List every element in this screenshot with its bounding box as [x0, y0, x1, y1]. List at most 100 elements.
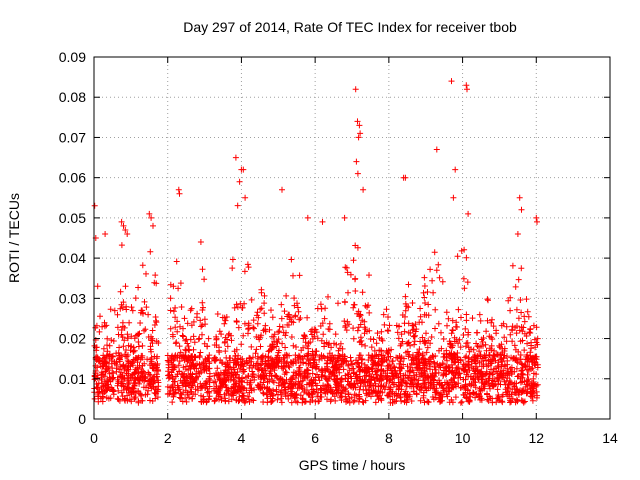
data-point [292, 375, 299, 381]
data-point [352, 288, 359, 294]
data-point [398, 398, 405, 405]
data-point [222, 348, 229, 355]
data-point [405, 396, 411, 403]
y-tick-label: 0.09 [59, 49, 86, 65]
data-point [345, 362, 352, 369]
data-point [345, 289, 351, 296]
y-tick-label: 0.01 [59, 371, 86, 387]
data-point [124, 384, 131, 391]
data-point [259, 367, 266, 374]
data-point [515, 276, 522, 283]
data-point [94, 384, 101, 391]
data-point [296, 367, 303, 373]
data-point [357, 383, 364, 390]
data-point [102, 231, 109, 237]
data-point [306, 357, 313, 364]
data-point [110, 353, 116, 360]
data-point [317, 301, 324, 308]
data-point [268, 307, 274, 314]
data-point [394, 329, 401, 336]
data-point [478, 358, 485, 365]
data-point [190, 333, 197, 340]
data-point [519, 361, 526, 368]
data-point [122, 351, 128, 358]
data-point [195, 336, 202, 343]
data-point [423, 349, 430, 356]
data-point [390, 381, 397, 388]
data-point [254, 366, 261, 373]
grid-lines [94, 57, 610, 419]
data-point [341, 214, 348, 221]
data-point [425, 379, 432, 386]
data-point [184, 389, 191, 396]
data-point [238, 341, 245, 348]
data-point [145, 311, 152, 318]
data-point [217, 357, 224, 364]
data-point [377, 372, 384, 379]
data-point [248, 296, 255, 303]
data-point [443, 309, 450, 316]
data-point [153, 338, 160, 345]
data-point [341, 318, 348, 325]
data-point [149, 327, 156, 334]
data-point [275, 336, 282, 343]
data-point [305, 391, 312, 398]
data-point [519, 337, 526, 344]
data-point [101, 378, 108, 385]
data-point [296, 272, 303, 279]
data-point [483, 328, 490, 335]
data-point [95, 393, 102, 400]
data-point [457, 399, 464, 406]
data-point [91, 395, 98, 402]
data-point [395, 335, 402, 342]
data-point [517, 297, 524, 303]
data-point [479, 386, 486, 393]
data-point [125, 358, 132, 365]
data-point [123, 306, 130, 313]
data-point [333, 341, 340, 348]
data-point [506, 381, 513, 387]
data-point [183, 398, 190, 405]
data-point [474, 355, 481, 362]
data-point [521, 398, 528, 405]
data-point [338, 397, 345, 404]
data-point [444, 322, 450, 329]
data-point [266, 347, 273, 354]
data-point [194, 383, 201, 390]
data-point [231, 304, 238, 311]
data-point [241, 320, 248, 327]
data-point [342, 393, 349, 400]
data-point [420, 359, 427, 366]
data-point [215, 386, 222, 393]
data-point [366, 272, 372, 279]
data-point [131, 382, 138, 389]
data-point [509, 262, 516, 269]
data-point [358, 341, 365, 348]
data-point [378, 328, 385, 335]
data-point [229, 265, 236, 272]
data-point [288, 334, 295, 340]
data-point [240, 166, 247, 173]
data-point [283, 292, 290, 299]
data-point [199, 331, 205, 338]
data-point [418, 384, 425, 391]
data-point [131, 335, 138, 342]
data-point [135, 354, 142, 361]
data-point [486, 333, 493, 340]
data-point [472, 394, 479, 401]
data-point [210, 379, 217, 386]
data-point [301, 333, 308, 340]
data-point [167, 295, 174, 302]
data-point [322, 390, 329, 397]
data-point [316, 397, 323, 404]
data-point [443, 347, 450, 354]
data-point [496, 352, 503, 359]
data-point [250, 317, 257, 324]
data-point [450, 353, 457, 360]
data-point [262, 375, 269, 382]
data-point [190, 318, 197, 325]
data-point [326, 320, 333, 327]
data-point [355, 324, 362, 331]
data-point [148, 348, 155, 355]
